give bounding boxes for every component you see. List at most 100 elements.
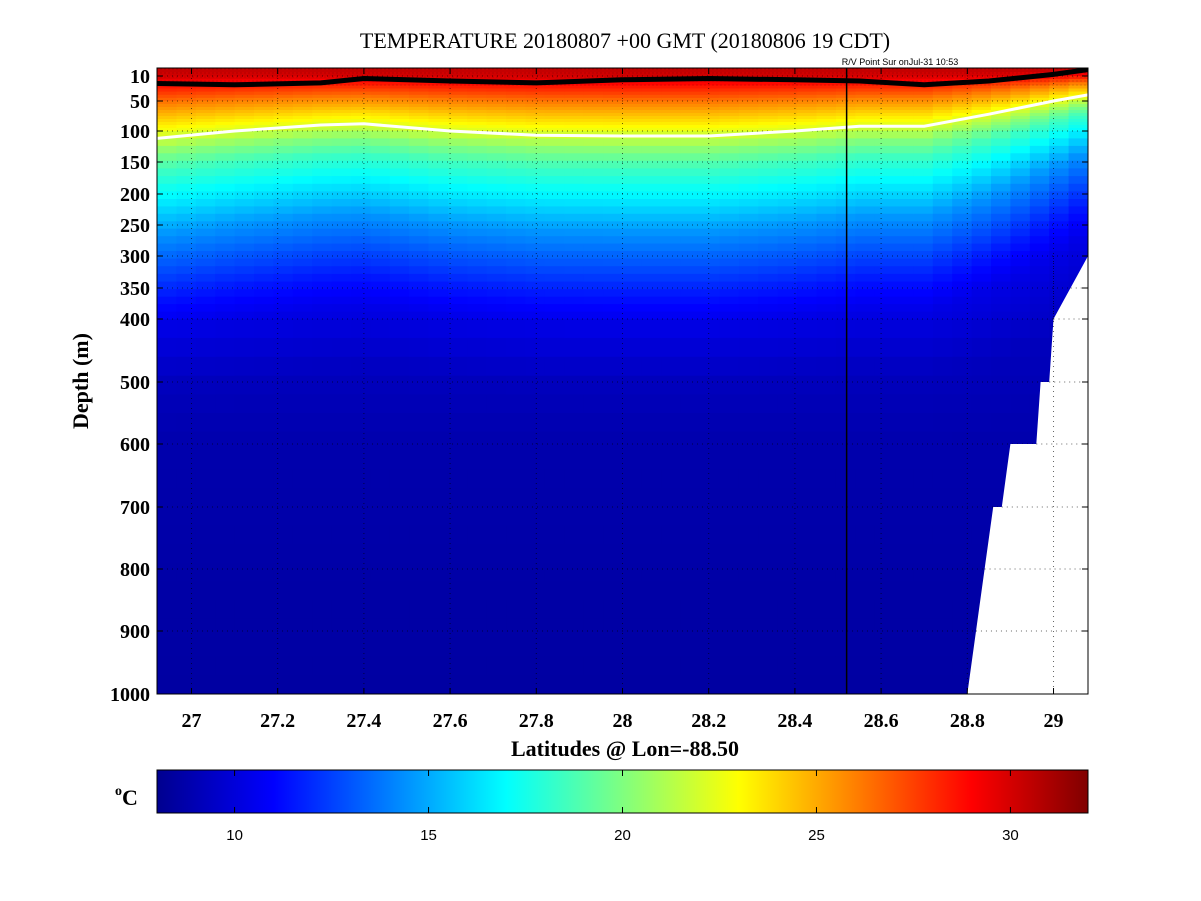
heat-cell xyxy=(797,183,818,193)
heat-cell xyxy=(641,581,662,601)
heat-cell xyxy=(971,107,992,111)
heat-cell xyxy=(506,266,527,275)
heat-cell xyxy=(215,488,236,508)
heat-cell xyxy=(874,131,895,139)
heat-cell xyxy=(389,101,410,105)
heat-cell xyxy=(486,125,507,129)
heat-cell xyxy=(932,375,953,395)
heat-cell xyxy=(544,273,565,283)
heat-cell xyxy=(758,304,779,313)
heat-cell xyxy=(622,236,643,245)
heat-cell xyxy=(351,243,371,252)
heat-cell xyxy=(758,122,779,126)
heat-cell xyxy=(894,236,914,245)
heat-cell xyxy=(525,319,546,339)
heat-cell xyxy=(428,507,449,527)
heat-cell xyxy=(797,101,818,105)
heat-cell xyxy=(292,131,313,139)
heat-cell xyxy=(641,160,662,169)
heat-cell xyxy=(777,122,798,126)
heat-cell xyxy=(661,160,682,169)
heat-cell xyxy=(486,236,507,245)
heat-cell xyxy=(447,618,468,638)
heat-cell xyxy=(234,183,255,193)
heat-cell xyxy=(738,413,759,433)
heat-cell xyxy=(292,525,313,545)
heat-cell xyxy=(1010,97,1031,102)
heat-cell xyxy=(894,206,914,215)
heat-cell xyxy=(215,273,236,283)
heat-cell xyxy=(758,97,779,102)
heat-cell xyxy=(157,258,177,267)
heat-cell xyxy=(389,337,410,358)
heat-cell xyxy=(467,138,488,147)
heat-cell xyxy=(409,562,430,582)
heat-cell xyxy=(564,251,585,260)
heat-cell xyxy=(932,544,953,564)
heat-cell xyxy=(544,289,565,298)
y-tick-label: 300 xyxy=(120,246,150,268)
heat-cell xyxy=(874,311,895,320)
heat-cell xyxy=(331,450,352,470)
heat-cell xyxy=(176,125,197,129)
plot-area xyxy=(157,68,1088,694)
heat-cell xyxy=(738,116,759,120)
heat-cell xyxy=(913,273,934,283)
heat-cell xyxy=(913,413,934,433)
heat-cell xyxy=(1049,199,1070,207)
heat-cell xyxy=(719,258,740,267)
heat-cell xyxy=(544,319,565,339)
heat-cell xyxy=(467,116,488,120)
heat-cell xyxy=(409,656,430,676)
heat-cell xyxy=(486,138,507,147)
heat-cell xyxy=(874,450,895,470)
heat-cell xyxy=(157,637,177,657)
heat-cell xyxy=(603,296,624,305)
heat-cell xyxy=(195,97,216,102)
heat-cell xyxy=(234,145,255,154)
heat-cell xyxy=(273,191,294,200)
heat-cell xyxy=(797,394,818,414)
heat-cell xyxy=(370,116,391,120)
heat-cell xyxy=(1068,236,1088,245)
heat-cell xyxy=(758,101,779,105)
heat-cell xyxy=(719,206,740,215)
heat-cell xyxy=(816,153,837,162)
heat-cell xyxy=(758,206,779,215)
heat-cell xyxy=(292,101,313,105)
heat-cell xyxy=(603,94,624,99)
heat-cell xyxy=(1010,104,1031,108)
heat-cell xyxy=(525,236,546,245)
heat-cell xyxy=(428,107,449,111)
heat-cell xyxy=(758,191,779,200)
heat-cell xyxy=(157,145,177,154)
heat-cell xyxy=(254,116,274,120)
heat-cell xyxy=(680,221,701,230)
heat-cell xyxy=(1068,119,1088,123)
heat-cell xyxy=(234,266,255,275)
heat-cell xyxy=(331,304,352,313)
heat-cell xyxy=(273,289,294,298)
heat-cell xyxy=(447,119,468,123)
heat-cell xyxy=(603,562,624,582)
heat-cell xyxy=(641,191,662,200)
heat-cell xyxy=(428,125,449,129)
heat-cell xyxy=(797,153,818,162)
heat-cell xyxy=(292,618,313,638)
heat-cell xyxy=(370,131,391,139)
heat-cell xyxy=(234,94,255,99)
heat-cell xyxy=(389,394,410,414)
heat-cell xyxy=(351,199,371,207)
heat-cell xyxy=(603,450,624,470)
heat-cell xyxy=(932,97,953,102)
heat-cell xyxy=(292,544,313,564)
heat-cell xyxy=(932,199,953,207)
heat-cell xyxy=(506,191,527,200)
heat-cell xyxy=(680,525,701,545)
heat-cell xyxy=(351,394,371,414)
heat-cell xyxy=(157,101,177,105)
heat-cell xyxy=(1049,213,1070,222)
heat-cell xyxy=(176,266,197,275)
heat-cell xyxy=(486,281,507,290)
heat-cell xyxy=(389,94,410,99)
